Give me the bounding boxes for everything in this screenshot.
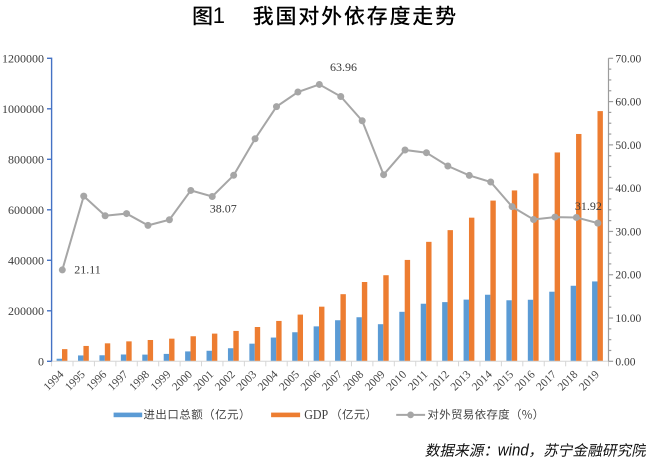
- svg-text:400000: 400000: [8, 253, 44, 267]
- svg-text:30.00: 30.00: [615, 226, 641, 238]
- svg-text:0: 0: [38, 354, 44, 368]
- svg-text:200000: 200000: [8, 304, 44, 318]
- svg-text:40.00: 40.00: [615, 183, 641, 195]
- svg-text:20.00: 20.00: [615, 270, 641, 282]
- svg-text:10.00: 10.00: [615, 313, 641, 325]
- svg-text:38.07: 38.07: [210, 202, 237, 216]
- svg-text:50.00: 50.00: [615, 140, 641, 152]
- svg-text:1200000: 1200000: [2, 51, 44, 65]
- svg-text:31.92: 31.92: [575, 199, 602, 213]
- svg-text:70.00: 70.00: [615, 53, 641, 65]
- svg-text:60.00: 60.00: [615, 97, 641, 109]
- svg-text:63.96: 63.96: [330, 60, 357, 74]
- svg-text:21.11: 21.11: [74, 263, 101, 277]
- svg-text:800000: 800000: [8, 152, 44, 166]
- svg-text:600000: 600000: [8, 203, 44, 217]
- svg-text:GDP: GDP: [304, 408, 328, 423]
- svg-text:1: 1: [213, 3, 225, 28]
- svg-text:wind: wind: [498, 441, 529, 460]
- svg-text:0.00: 0.00: [615, 356, 635, 368]
- svg-text:1000000: 1000000: [2, 102, 44, 116]
